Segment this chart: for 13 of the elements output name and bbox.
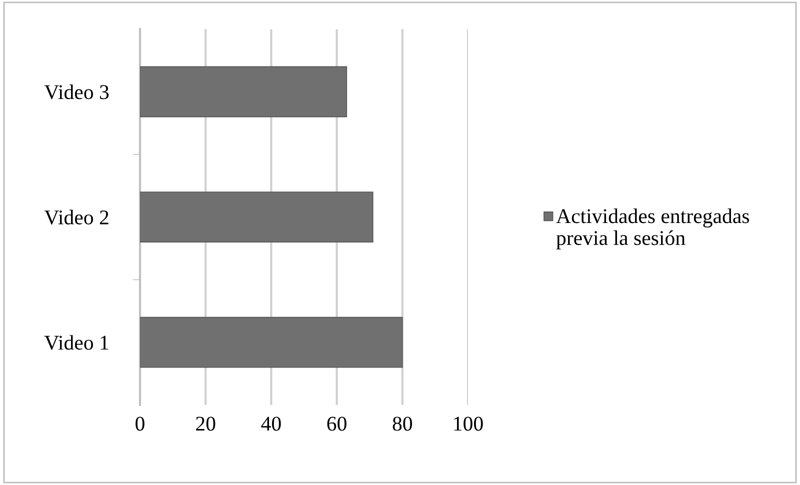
bar: [140, 316, 403, 368]
x-tick-label: 60: [327, 416, 346, 431]
bar: [140, 66, 348, 118]
legend-label: Actividades entregadas previa la sesión: [556, 208, 750, 250]
y-tick-label: Video 1: [44, 335, 108, 350]
x-tick-label: 100: [454, 416, 483, 431]
x-tick-label: 0: [136, 416, 144, 431]
y-tick-label: Video 2: [44, 210, 108, 225]
bar: [140, 192, 374, 243]
x-tick-label: 20: [196, 416, 216, 431]
x-tick-label: 40: [261, 416, 281, 431]
y-tick-label: Video 3: [44, 84, 109, 100]
x-tick-label: 80: [392, 416, 412, 431]
